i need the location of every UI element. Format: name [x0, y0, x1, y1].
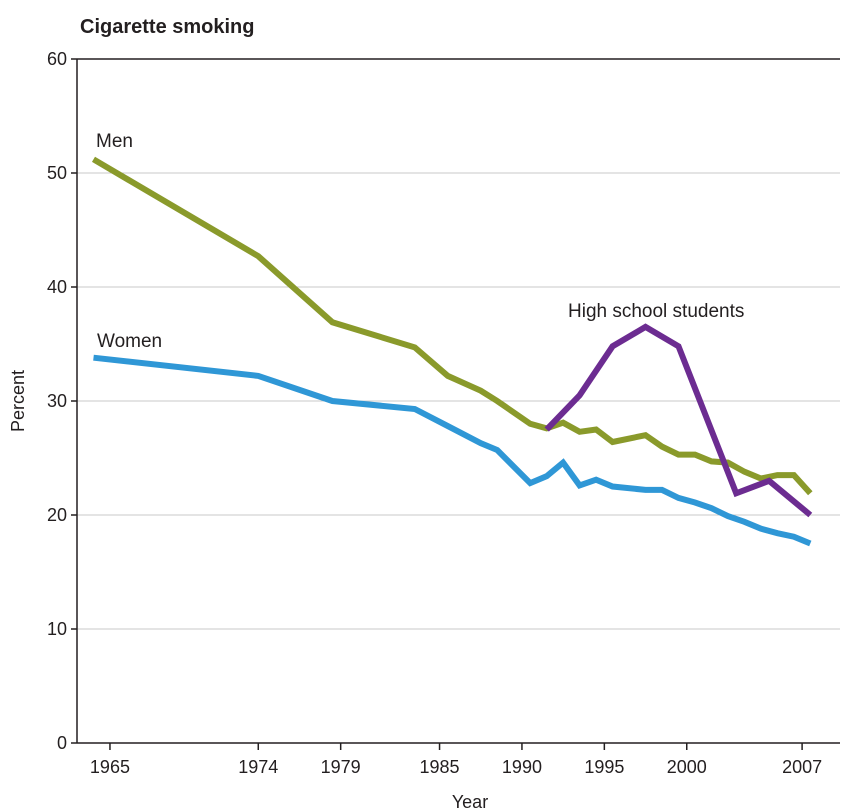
x-axis-title: Year: [452, 792, 488, 812]
x-tick-label-1965: 1965: [90, 757, 130, 777]
y-tick-label-30: 30: [47, 391, 67, 411]
series-label-high-school-students: High school students: [568, 301, 744, 322]
y-tick-label-10: 10: [47, 619, 67, 639]
series-line-women: [93, 354, 812, 547]
y-axis-ticks: 0 10 20 30 40 50 60: [47, 49, 77, 753]
x-tick-label-2007: 2007: [782, 757, 822, 777]
series-label-men: Men: [96, 131, 133, 152]
y-tick-label-40: 40: [47, 277, 67, 297]
series-label-women: Women: [97, 331, 162, 352]
series-line-men: [91, 156, 813, 496]
series-line-high-school-students: [544, 323, 813, 518]
chart-title: Cigarette smoking: [80, 16, 254, 38]
y-tick-label-20: 20: [47, 505, 67, 525]
x-axis-ticks: 1965 1974 1979 1985 1990 1995 2000 2007: [90, 743, 822, 777]
y-tick-label-60: 60: [47, 49, 67, 69]
y-tick-label-50: 50: [47, 163, 67, 183]
gridlines: [77, 172, 840, 630]
series-lines: [91, 156, 813, 547]
y-tick-label-0: 0: [57, 733, 67, 753]
x-tick-label-1985: 1985: [420, 757, 460, 777]
x-tick-label-1990: 1990: [502, 757, 542, 777]
x-tick-label-2000: 2000: [667, 757, 707, 777]
x-tick-label-1979: 1979: [321, 757, 361, 777]
y-axis-title: Percent: [8, 370, 28, 432]
x-tick-label-1974: 1974: [238, 757, 278, 777]
x-tick-label-1995: 1995: [584, 757, 624, 777]
